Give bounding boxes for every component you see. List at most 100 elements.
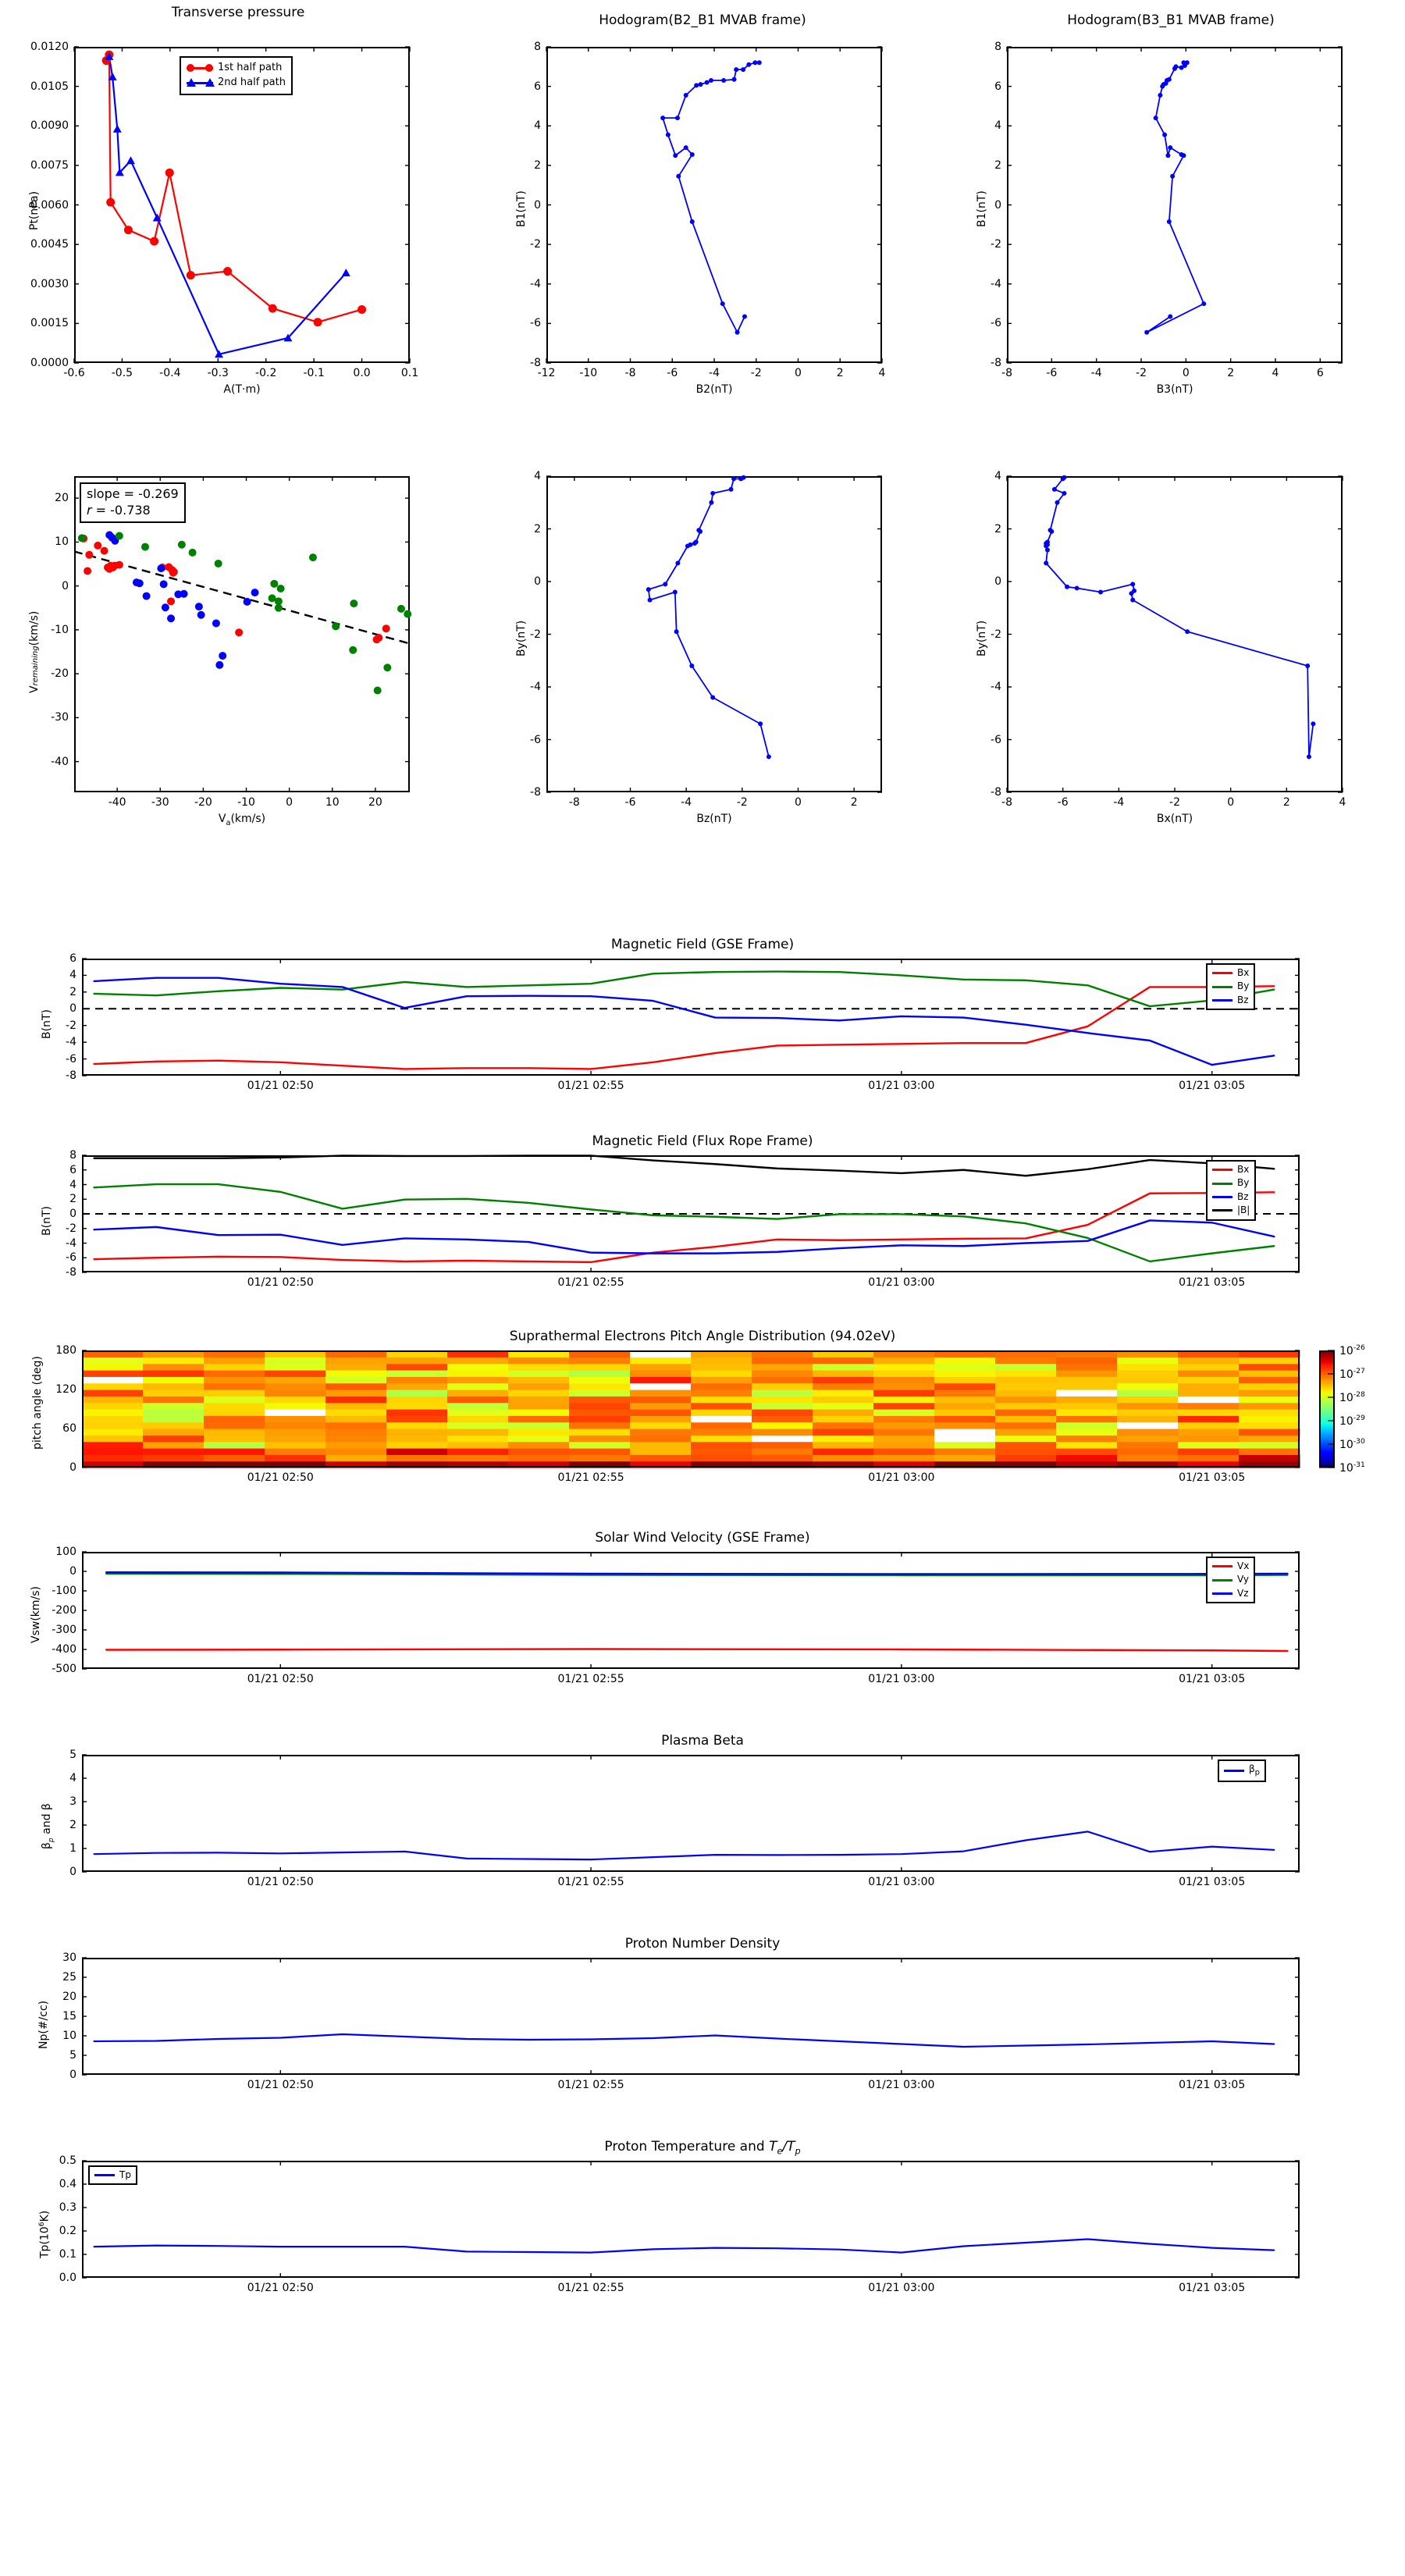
- axis-tick-label: 01/21 03:05: [1179, 2079, 1246, 2091]
- walen-fit-annotation: slope = -0.269 r = -0.738: [80, 482, 186, 523]
- legend-item: Bx: [1212, 966, 1249, 980]
- axis-tick-label: -40: [108, 796, 126, 809]
- axis-tick-label: -4: [1090, 367, 1102, 379]
- panel-proton-temperature: Proton Temperature and Te/Tp: [0, 2139, 1405, 2311]
- axis-tick-label: 0.0060: [30, 198, 69, 212]
- axis-tick-label: 0.1: [59, 2248, 76, 2261]
- axis-tick-label: -40: [51, 755, 69, 768]
- line-swatch-icon: [1212, 995, 1232, 1005]
- axis-tick-label: -4: [530, 681, 541, 693]
- transverse-pressure-plot-area: [73, 46, 411, 364]
- axis-tick-label: 0.0075: [30, 158, 69, 172]
- panel-title-math: Te/Tp: [769, 2139, 801, 2157]
- panel-title: Transverse pressure: [171, 5, 305, 20]
- y-axis-label: βp and β: [41, 1803, 55, 1849]
- axis-tick-label: 20: [368, 796, 382, 809]
- legend-label: By: [1237, 1177, 1250, 1189]
- legend-label: Vx: [1237, 1560, 1250, 1571]
- axis-tick-label: -200: [52, 1604, 76, 1617]
- axis-tick-label: -6: [667, 367, 678, 379]
- axis-tick-label: 4: [534, 119, 541, 133]
- axis-tick-label: 4: [994, 119, 1001, 133]
- axis-tick-label: -400: [52, 1643, 76, 1656]
- axis-tick-label: 0: [1227, 796, 1235, 809]
- line-swatch-icon: [1224, 1766, 1244, 1775]
- colorbar-tick-label: 10-29: [1339, 1414, 1365, 1428]
- axis-tick-label: -20: [51, 667, 69, 681]
- axis-tick-label: 4: [69, 1772, 76, 1784]
- axis-tick-label: 0: [69, 1208, 76, 1220]
- axis-tick-label: 01/21 02:55: [557, 1876, 624, 1888]
- axis-tick-label: -8: [991, 357, 1001, 369]
- line-swatch-icon: [1212, 1562, 1232, 1571]
- walen-test-plot-area: [73, 476, 412, 792]
- axis-tick-label: -20: [194, 796, 212, 809]
- axis-tick-label: 10: [55, 535, 69, 549]
- axis-tick-label: -6: [530, 317, 541, 330]
- axis-tick-label: 0.0: [353, 367, 371, 379]
- axis-tick-label: 0: [795, 367, 802, 379]
- axis-tick-label: 0: [69, 1866, 76, 1878]
- legend-label: Vz: [1237, 1587, 1249, 1599]
- axis-tick-label: 01/21 03:05: [1179, 1673, 1246, 1685]
- axis-tick-label: 2: [994, 158, 1001, 172]
- axis-tick-label: 4: [1272, 367, 1279, 379]
- axis-tick-label: 01/21 02:55: [557, 2282, 624, 2294]
- y-axis-label: Np(#/cc): [37, 2000, 50, 2049]
- axis-tick-label: 0.0105: [30, 80, 69, 93]
- axis-tick-label: 0: [69, 1565, 76, 1578]
- colorbar-tick-label: 10-26: [1339, 1343, 1365, 1357]
- magnetic-field-gse-plot-area: [82, 958, 1300, 1076]
- axis-tick-label: 01/21 02:50: [247, 1276, 314, 1289]
- panel-title: Hodogram(B3_B1 MVAB frame): [1067, 12, 1275, 28]
- axis-tick-label: -0.4: [159, 367, 181, 379]
- axis-tick-label: -0.6: [63, 367, 85, 379]
- axis-tick-label: -8: [66, 1069, 76, 1082]
- axis-tick-label: 01/21 03:05: [1179, 1080, 1246, 1092]
- y-axis-label: Tp(106K): [37, 2210, 52, 2258]
- axis-tick-label: -2: [991, 238, 1001, 251]
- axis-tick-label: 180: [55, 1344, 76, 1357]
- y-axis-label: B1(nT): [976, 190, 988, 227]
- axis-tick-label: 0.0: [59, 2272, 76, 2284]
- axis-tick-label: -4: [66, 1036, 76, 1049]
- axis-tick-label: 01/21 03:00: [868, 1080, 935, 1092]
- plasma-beta-plot-area: [82, 1754, 1300, 1873]
- proton-number-density-plot-area: [82, 1957, 1300, 2076]
- axis-tick-label: 2: [1282, 796, 1290, 809]
- axis-tick-label: 2: [69, 985, 76, 998]
- axis-tick-label: 01/21 02:50: [247, 1080, 314, 1092]
- legend-transverse-pressure: 1st half path 2nd half path: [180, 56, 293, 95]
- axis-tick-label: -8: [66, 1266, 76, 1279]
- axis-tick-label: 20: [62, 1991, 76, 2003]
- axis-tick-label: 2: [994, 522, 1001, 535]
- magnetic-field-flux-rope-plot-area: [82, 1155, 1300, 1273]
- panel-pitch-angle-distribution: Suprathermal Electrons Pitch Angle Distr…: [0, 1329, 1405, 1500]
- axis-tick-label: 6: [69, 952, 76, 965]
- axis-tick-label: 01/21 02:50: [247, 1673, 314, 1685]
- axis-tick-label: 120: [55, 1383, 76, 1396]
- panel-title: Magnetic Field (Flux Rope Frame): [592, 1133, 813, 1149]
- axis-tick-label: -2: [1169, 796, 1180, 809]
- axis-tick-label: 2: [1227, 367, 1235, 379]
- proton-temperature-plot-area: [82, 2160, 1300, 2279]
- axis-tick-label: 0.3: [59, 2201, 76, 2214]
- legend-item: 1st half path: [187, 61, 286, 76]
- slope-value: slope = -0.269: [87, 486, 179, 501]
- axis-tick-label: 2: [836, 367, 844, 379]
- x-axis-label: B3(nT): [1156, 383, 1193, 396]
- axis-tick-label: -4: [991, 277, 1001, 290]
- axis-tick-label: 0: [795, 796, 802, 809]
- legend-label: Bx: [1237, 967, 1250, 978]
- axis-tick-label: 01/21 02:55: [557, 1471, 624, 1484]
- y-axis-label: pitch angle (deg): [31, 1356, 44, 1450]
- axis-tick-label: 8: [534, 41, 541, 53]
- axis-tick-label: 5: [69, 2049, 76, 2062]
- axis-tick-label: -2: [991, 628, 1001, 641]
- axis-tick-label: -8: [624, 367, 636, 379]
- axis-tick-label: 01/21 02:50: [247, 2079, 314, 2091]
- colorbar-tick-label: 10-30: [1339, 1437, 1365, 1451]
- legend-label: Vy: [1237, 1574, 1249, 1585]
- axis-tick-label: 0.2: [59, 2225, 76, 2237]
- axis-tick-label: 4: [1339, 796, 1346, 809]
